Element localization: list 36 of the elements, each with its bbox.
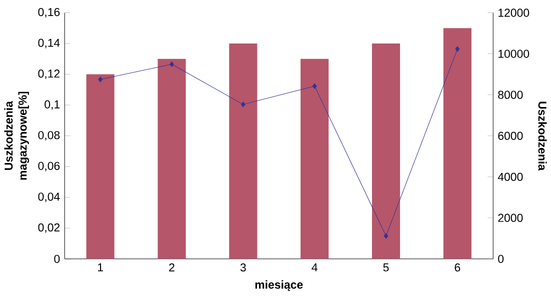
y2-tick-label: 4000: [498, 172, 523, 181]
y2-tick-label: 10000: [498, 50, 530, 58]
bar: [372, 43, 400, 259]
y-axis-title: Uszkodzenia magazynowe[%]: [4, 92, 30, 180]
x-axis-title: miesiące: [255, 280, 303, 291]
y-tick-label: 0,06: [38, 162, 60, 172]
y-tick-label: 0,16: [38, 8, 60, 18]
point: [384, 232, 388, 239]
x-tick-label: 4: [312, 263, 318, 272]
bar: [86, 74, 114, 259]
y2-tick-label: 6000: [498, 132, 523, 140]
y-tick-label: 0,02: [38, 223, 60, 233]
y-tick-label: 0,04: [38, 192, 60, 202]
y-tick-label: 0,08: [38, 130, 60, 140]
y-tick-label: 0,14: [38, 38, 60, 48]
point: [455, 46, 460, 52]
y2-tick-label: 8000: [498, 90, 523, 99]
x-tick-label: 3: [240, 263, 246, 272]
point: [170, 61, 174, 67]
x-tick-label: 2: [169, 263, 174, 272]
x-tick-label: 5: [383, 263, 389, 272]
y2-axis-title: Uszkodzenia: [538, 102, 547, 170]
point: [312, 83, 317, 89]
y2-tick-label: 0: [498, 254, 504, 263]
point: [98, 76, 103, 82]
y-tick-label: 0: [54, 254, 60, 263]
bar: [300, 58, 329, 259]
bar: [158, 58, 186, 259]
x-tick-label: 1: [98, 263, 103, 272]
y2-tick-label: 2000: [498, 214, 523, 222]
bar: [229, 43, 258, 259]
y2-tick-label: 12000: [498, 8, 530, 17]
bar: [443, 28, 472, 259]
y-tick-label: 0,1: [44, 100, 60, 110]
x-tick-label: 6: [454, 263, 460, 272]
y-tick-label: 0,12: [38, 69, 60, 79]
